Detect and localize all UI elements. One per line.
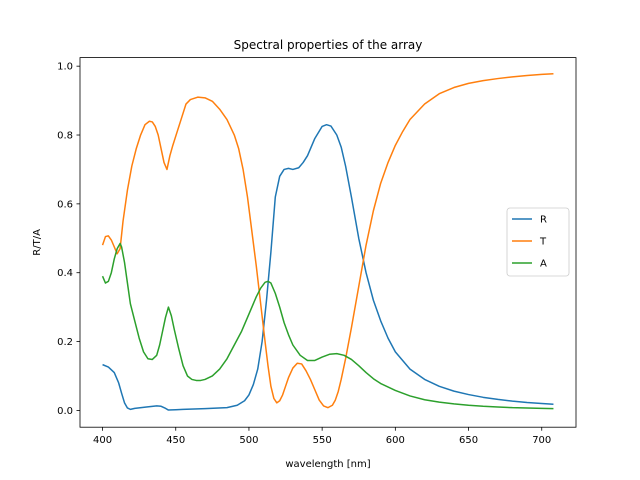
- plot-area-frame: [79, 57, 577, 428]
- legend-box: [506, 207, 570, 277]
- x-tick-label: 550: [313, 435, 332, 446]
- x-tick-label: 500: [239, 435, 258, 446]
- legend-label-t: T: [539, 237, 547, 248]
- y-tick-label: 0.6: [57, 199, 73, 210]
- y-axis-ticks: 0.0 0.2 0.4 0.6 0.8 1.0: [57, 62, 80, 417]
- y-tick-label: 1.0: [57, 62, 73, 73]
- x-tick-label: 700: [532, 435, 551, 446]
- y-tick-label: 0.4: [57, 268, 73, 279]
- x-tick-label: 650: [459, 435, 478, 446]
- x-tick-label: 600: [386, 435, 405, 446]
- legend: RTA: [506, 207, 570, 277]
- series-line-t: [101, 72, 554, 409]
- y-tick-label: 0.2: [57, 337, 73, 348]
- x-axis-label: wavelength [nm]: [285, 459, 370, 470]
- plot-lines: [101, 72, 554, 411]
- legend-label-r: R: [540, 215, 547, 226]
- y-tick-label: 0.8: [57, 131, 73, 142]
- y-tick-label: 0.0: [57, 406, 73, 417]
- series-line-r: [102, 123, 554, 411]
- y-axis-label: R/T/A: [32, 229, 43, 256]
- x-tick-label: 400: [93, 435, 112, 446]
- legend-label-a: A: [540, 259, 547, 270]
- x-axis-ticks: 400 450 500 550 600 650 700: [93, 427, 551, 446]
- series-line-a: [101, 242, 554, 410]
- chart-title: Spectral properties of the array: [234, 38, 423, 52]
- x-tick-label: 450: [166, 435, 185, 446]
